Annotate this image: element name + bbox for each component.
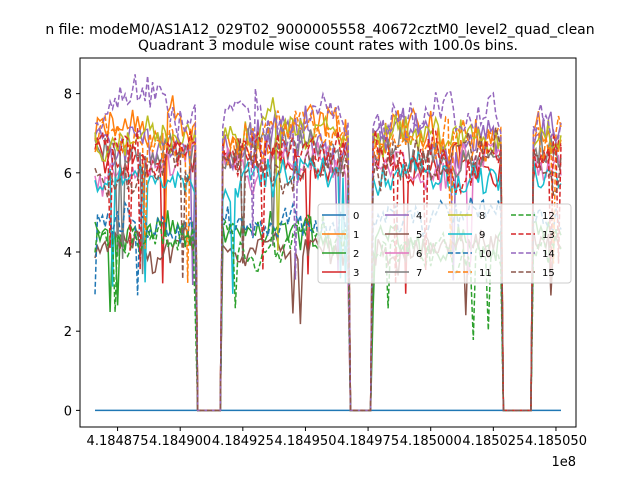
- y-tick-label: 4: [64, 246, 72, 261]
- legend-label-2: 2: [353, 249, 359, 260]
- legend-label-15: 15: [542, 268, 555, 279]
- legend-label-0: 0: [353, 211, 359, 222]
- legend-label-4: 4: [416, 211, 422, 222]
- legend-label-13: 13: [542, 230, 555, 241]
- x-tick-label: 4.184950: [274, 434, 336, 449]
- axes-frame: [79, 57, 577, 428]
- series-line-11: [94, 110, 562, 412]
- y-tick-label: 0: [64, 404, 72, 419]
- y-axis: 0 2 4 6 8: [64, 88, 80, 419]
- legend-label-6: 6: [416, 249, 422, 260]
- chart-title: Quadrant 3 module wise count rates with …: [138, 38, 518, 54]
- y-tick-label: 8: [64, 88, 72, 103]
- x-offset-label: 1e8: [551, 455, 576, 470]
- y-tick-label: 6: [64, 167, 72, 182]
- legend-label-14: 14: [542, 249, 555, 260]
- legend-label-3: 3: [353, 268, 359, 279]
- y-tick-label: 2: [64, 325, 72, 340]
- x-tick-label: 4.184975: [337, 434, 399, 449]
- legend-label-12: 12: [542, 211, 555, 222]
- x-tick-label: 4.185025: [462, 434, 524, 449]
- series-line-15: [94, 127, 562, 412]
- x-tick-label: 4.185000: [400, 434, 462, 449]
- series-line-9: [94, 151, 562, 412]
- legend-label-8: 8: [479, 211, 485, 222]
- legend-box: [317, 203, 572, 284]
- x-tick-label: 4.184925: [212, 434, 274, 449]
- legend-label-10: 10: [479, 249, 492, 260]
- x-tick-label: 4.184875: [87, 434, 149, 449]
- legend-label-9: 9: [479, 230, 485, 241]
- series-line-14: [94, 74, 562, 412]
- legend-label-5: 5: [416, 230, 422, 241]
- legend-label-11: 11: [479, 268, 492, 279]
- x-tick-label: 4.184900: [149, 434, 211, 449]
- legend-label-7: 7: [416, 268, 422, 279]
- series-line-1: [94, 95, 562, 412]
- x-tick-label: 4.185050: [525, 434, 587, 449]
- series-line-10: [94, 196, 562, 412]
- legend-label-1: 1: [353, 230, 359, 241]
- figure-suptitle: n file: modeM0/AS1A12_029T02_9000005558_…: [45, 22, 594, 38]
- x-axis: 4.184875 4.184900 4.184925 4.184950 4.184975…: [87, 427, 587, 449]
